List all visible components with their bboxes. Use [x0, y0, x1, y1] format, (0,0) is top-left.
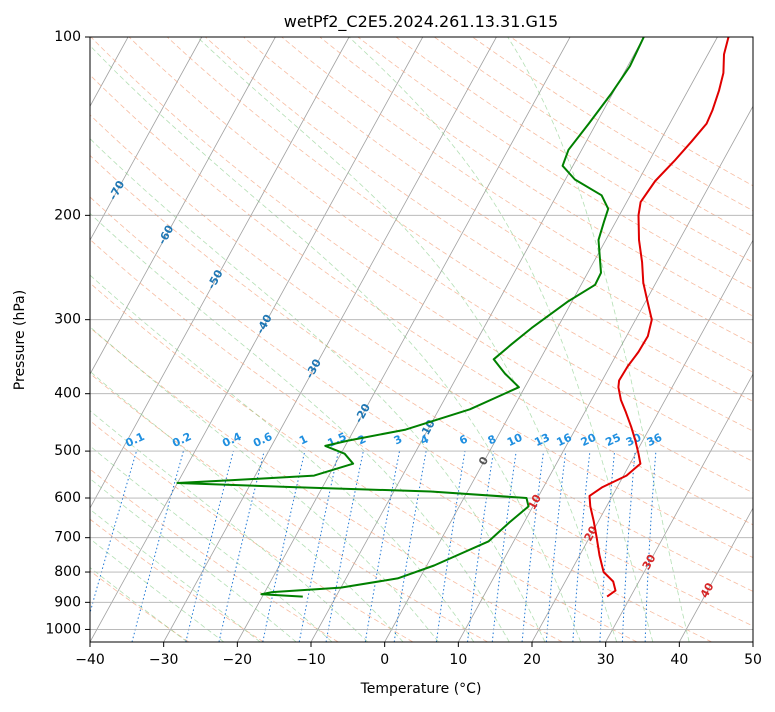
y-tick-label: 400 — [54, 386, 81, 402]
x-tick-label: 30 — [597, 652, 615, 668]
y-tick-label: 900 — [54, 594, 81, 610]
x-tick-label: 40 — [670, 652, 688, 668]
y-tick-label: 200 — [54, 207, 81, 223]
x-axis-label: Temperature (°C) — [360, 681, 482, 697]
y-tick-label: 700 — [54, 530, 81, 546]
y-tick-label: 100 — [54, 29, 81, 45]
x-tick-label: −10 — [296, 652, 326, 668]
y-tick-label: 800 — [54, 564, 81, 580]
y-axis-label: Pressure (hPa) — [12, 290, 28, 390]
y-tick-label: 300 — [54, 312, 81, 328]
chart-title: wetPf2_C2E5.2024.261.13.31.G15 — [284, 12, 558, 32]
x-tick-label: −30 — [149, 652, 179, 668]
x-tick-label: 20 — [523, 652, 541, 668]
x-tick-label: 50 — [744, 652, 762, 668]
y-tick-label: 600 — [54, 490, 81, 506]
y-tick-label: 1000 — [45, 621, 81, 637]
x-tick-label: 10 — [449, 652, 467, 668]
y-tick-label: 500 — [54, 443, 81, 459]
x-tick-label: −40 — [75, 652, 105, 668]
x-tick-label: −20 — [223, 652, 253, 668]
x-tick-label: 0 — [380, 652, 389, 668]
